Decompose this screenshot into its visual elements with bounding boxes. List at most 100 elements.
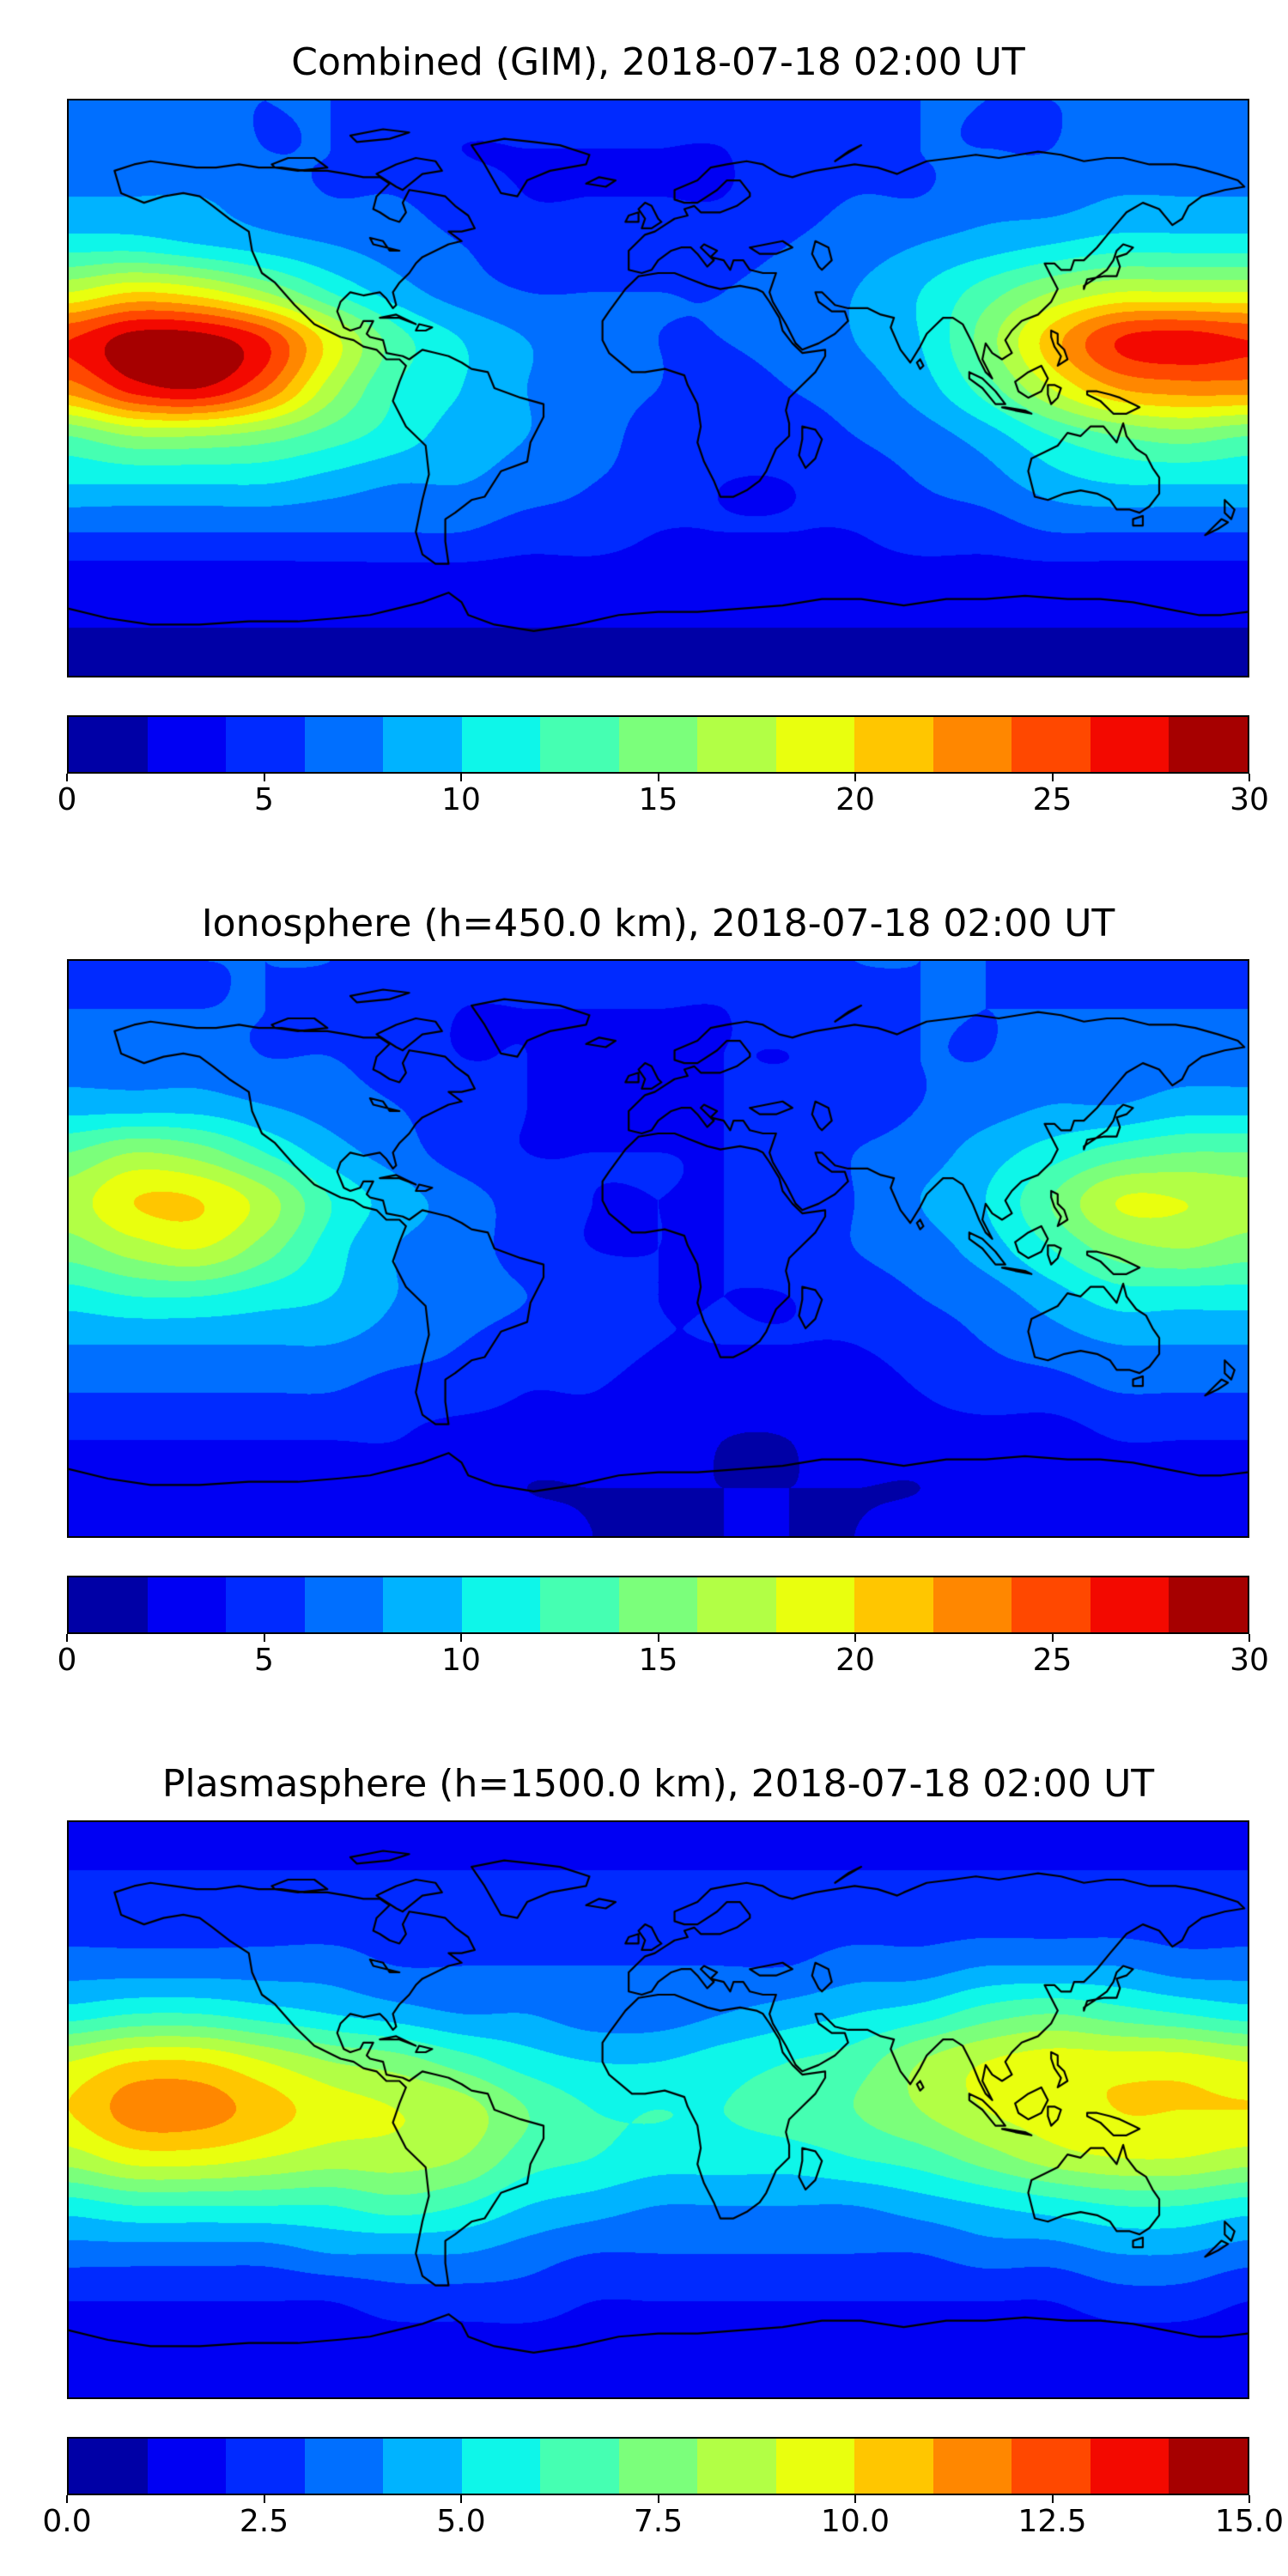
colorbar-segment bbox=[69, 2438, 148, 2494]
colorbar-segment bbox=[461, 716, 541, 772]
colorbar-segment bbox=[697, 2438, 776, 2494]
colorbar-segment bbox=[933, 716, 1012, 772]
world-map-plasmasphere bbox=[67, 1820, 1249, 2399]
colorbar-segment bbox=[461, 2438, 541, 2494]
colorbar-segment bbox=[304, 1577, 384, 1633]
colorbar-segment bbox=[1090, 1577, 1170, 1633]
colorbar-tickmark bbox=[1249, 1634, 1250, 1643]
colorbar-segment bbox=[383, 1577, 462, 1633]
colorbar-segment bbox=[775, 2438, 855, 2494]
colorbar-segment bbox=[540, 2438, 619, 2494]
colorbar-segment bbox=[618, 1577, 698, 1633]
colorbar-segment bbox=[69, 716, 148, 772]
colorbar-tickmark bbox=[263, 1634, 265, 1643]
colorbar-segment bbox=[933, 2438, 1012, 2494]
colorbar-segment bbox=[1090, 2438, 1170, 2494]
panel-title-ionosphere: Ionosphere (h=450.0 km), 2018-07-18 02:0… bbox=[201, 901, 1115, 945]
panel-plasmasphere: Plasmasphere (h=1500.0 km), 2018-07-18 0… bbox=[42, 1762, 1284, 2543]
colorbar-plasmasphere bbox=[67, 2436, 1249, 2495]
colorbar-tick-label: 7.5 bbox=[633, 2503, 683, 2539]
colorbar-segment bbox=[540, 716, 619, 772]
colorbar-segment bbox=[383, 2438, 462, 2494]
colorbar-tickmark bbox=[460, 2494, 462, 2503]
colorbar-tickmark bbox=[854, 773, 856, 781]
colorbar-segment bbox=[147, 716, 227, 772]
colorbar-tickmark bbox=[263, 773, 265, 781]
colorbar-tick-label: 10 bbox=[441, 1643, 481, 1679]
colorbar-tick-label: 0 bbox=[57, 781, 77, 817]
colorbar-tick-label: 0 bbox=[57, 1643, 77, 1679]
colorbar-tickmark bbox=[66, 2494, 68, 2503]
colorbar-segment bbox=[854, 1577, 933, 1633]
colorbar-tickmark bbox=[854, 1634, 856, 1643]
colorbar-tick-label: 20 bbox=[835, 781, 875, 817]
panel-title-plasmasphere: Plasmasphere (h=1500.0 km), 2018-07-18 0… bbox=[161, 1762, 1155, 1807]
colorbar-segment bbox=[1012, 2438, 1091, 2494]
colorbar-tickmark bbox=[1249, 2494, 1250, 2503]
colorbar-tickmark bbox=[1051, 1634, 1054, 1643]
colorbar-segment bbox=[1012, 1577, 1091, 1633]
colorbar-combined bbox=[67, 714, 1249, 774]
colorbar-segment bbox=[226, 1577, 305, 1633]
colorbar-tick-label: 5.0 bbox=[436, 2503, 486, 2539]
colorbar-tick-label: 25 bbox=[1032, 1643, 1072, 1679]
colorbar-tick-labels-combined: 0 5 10 15 20 25 30 bbox=[58, 773, 1269, 822]
colorbar-segment bbox=[304, 716, 384, 772]
colorbar-tick-label: 30 bbox=[1230, 1643, 1269, 1679]
colorbar-tick-labels-plasmasphere: 0.0 2.5 5.0 7.5 10.0 12.5 15.0 bbox=[42, 2494, 1284, 2543]
colorbar-tickmark bbox=[854, 2494, 856, 2503]
colorbar-segment bbox=[147, 1577, 227, 1633]
colorbar-segment bbox=[775, 1577, 855, 1633]
tec-contour-canvas-ionosphere bbox=[69, 961, 1248, 1537]
colorbar-segment bbox=[383, 716, 462, 772]
colorbar-segment bbox=[226, 716, 305, 772]
colorbar-tick-label: 15 bbox=[638, 781, 678, 817]
colorbar-tickmark bbox=[1051, 2494, 1054, 2503]
colorbar-segment bbox=[775, 716, 855, 772]
colorbar-tickmark bbox=[1249, 773, 1250, 781]
colorbar-tick-labels-ionosphere: 0 5 10 15 20 25 30 bbox=[58, 1634, 1269, 1682]
colorbar-segment bbox=[1012, 716, 1091, 772]
colorbar-segment bbox=[1169, 2438, 1248, 2494]
panel-combined: Combined (GIM), 2018-07-18 02:00 UT 0 5 10… bbox=[58, 40, 1269, 822]
colorbar-segment bbox=[540, 1577, 619, 1633]
colorbar-segment bbox=[618, 716, 698, 772]
colorbar-tick-label: 5 bbox=[254, 1643, 274, 1679]
colorbar-segment bbox=[854, 716, 933, 772]
colorbar-segment bbox=[304, 2438, 384, 2494]
colorbar-tick-label: 12.5 bbox=[1018, 2503, 1087, 2539]
colorbar-segment bbox=[69, 1577, 148, 1633]
colorbar-segment bbox=[147, 2438, 227, 2494]
colorbar-segment bbox=[618, 2438, 698, 2494]
colorbar-ionosphere bbox=[67, 1576, 1249, 1635]
panel-title-combined: Combined (GIM), 2018-07-18 02:00 UT bbox=[291, 40, 1025, 84]
colorbar-tick-label: 5 bbox=[254, 781, 274, 817]
colorbar-tickmark bbox=[460, 773, 462, 781]
colorbar-tickmark bbox=[66, 1634, 68, 1643]
colorbar-tick-label: 2.5 bbox=[239, 2503, 289, 2539]
colorbar-segment bbox=[933, 1577, 1012, 1633]
colorbar-tick-label: 20 bbox=[835, 1643, 875, 1679]
colorbar-tick-label: 15 bbox=[638, 1643, 678, 1679]
colorbar-tick-label: 15.0 bbox=[1214, 2503, 1285, 2539]
colorbar-tickmark bbox=[657, 1634, 659, 1643]
colorbar-segment bbox=[1090, 716, 1170, 772]
colorbar-tickmark bbox=[657, 773, 659, 781]
colorbar-tick-label: 25 bbox=[1032, 781, 1072, 817]
colorbar-segment bbox=[226, 2438, 305, 2494]
colorbar-segment bbox=[697, 1577, 776, 1633]
colorbar-tick-label: 30 bbox=[1230, 781, 1269, 817]
tec-contour-canvas-plasmasphere bbox=[69, 1821, 1248, 2397]
colorbar-segment bbox=[1169, 716, 1248, 772]
tec-contour-canvas-combined bbox=[69, 100, 1248, 676]
world-map-ionosphere bbox=[67, 959, 1249, 1539]
colorbar-tickmark bbox=[657, 2494, 659, 2503]
colorbar-segment bbox=[854, 2438, 933, 2494]
colorbar-tick-label: 10.0 bbox=[820, 2503, 890, 2539]
colorbar-segment bbox=[461, 1577, 541, 1633]
colorbar-segment bbox=[1169, 1577, 1248, 1633]
colorbar-tickmark bbox=[66, 773, 68, 781]
colorbar-tickmark bbox=[1051, 773, 1054, 781]
colorbar-tick-label: 0.0 bbox=[42, 2503, 92, 2539]
